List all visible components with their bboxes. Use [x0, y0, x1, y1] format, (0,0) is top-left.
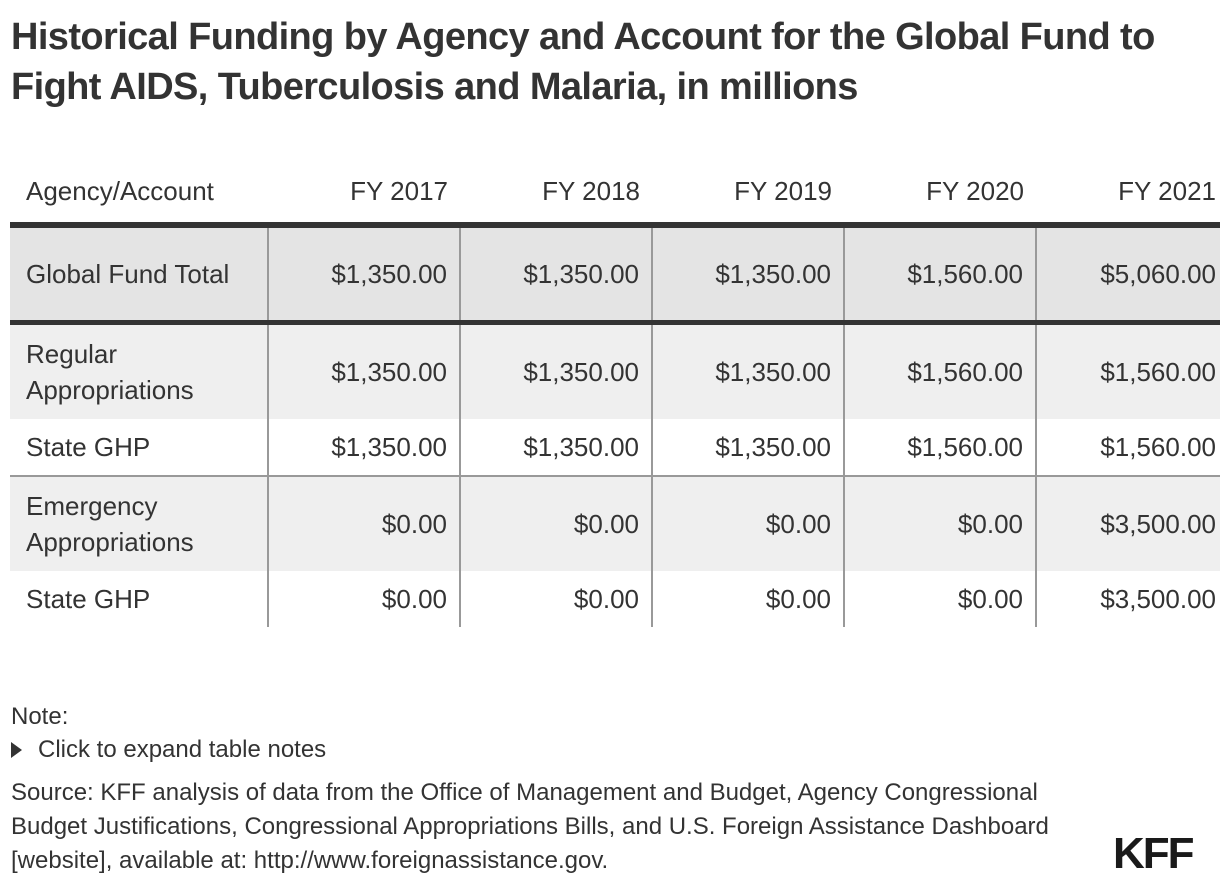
- cell-value: $0.00: [651, 476, 844, 571]
- note-label: Note:: [11, 703, 69, 730]
- row-label: Regular Appropriations: [10, 322, 268, 419]
- cell-value: $1,350.00: [267, 225, 460, 325]
- cell-value: $0.00: [459, 571, 652, 627]
- row-label: State GHP: [10, 571, 268, 627]
- row-label: Emergency Appropriations: [10, 476, 268, 571]
- cell-value: $1,350.00: [267, 419, 460, 477]
- cell-value: $3,500.00: [1035, 571, 1220, 627]
- table-row: State GHP $0.00 $0.00 $0.00 $0.00 $3,500…: [10, 571, 1220, 627]
- column-header-fy2018: FY 2018: [460, 160, 652, 228]
- cell-value: $1,350.00: [459, 322, 652, 419]
- cell-value: $0.00: [267, 571, 460, 627]
- cell-value: $1,560.00: [843, 225, 1036, 325]
- cell-value: $5,060.00: [1035, 225, 1220, 325]
- column-header-fy2021: FY 2021: [1036, 160, 1220, 228]
- expand-notes-label[interactable]: Click to expand table notes: [38, 736, 327, 763]
- cell-value: $0.00: [843, 571, 1036, 627]
- row-label: Global Fund Total: [10, 225, 268, 325]
- expand-notes-toggle[interactable]: Click to expand table notes: [11, 736, 326, 764]
- row-label: State GHP: [10, 419, 268, 477]
- table-row: Emergency Appropriations $0.00 $0.00 $0.…: [10, 476, 1220, 571]
- funding-table: Agency/Account FY 2017 FY 2018 FY 2019 F…: [10, 160, 1220, 627]
- cell-value: $1,560.00: [1035, 419, 1220, 477]
- cell-value: $0.00: [651, 571, 844, 627]
- chart-title: Historical Funding by Agency and Account…: [11, 16, 1155, 108]
- cell-value: $1,350.00: [651, 322, 844, 419]
- cell-value: $1,350.00: [651, 419, 844, 477]
- column-header-fy2017: FY 2017: [268, 160, 460, 228]
- cell-value: $1,560.00: [843, 322, 1036, 419]
- cell-value: $1,560.00: [1035, 322, 1220, 419]
- column-header-agency: Agency/Account: [10, 160, 268, 228]
- column-header-fy2019: FY 2019: [652, 160, 844, 228]
- cell-value: $1,350.00: [459, 419, 652, 477]
- cell-value: $1,350.00: [651, 225, 844, 325]
- table-row: Regular Appropriations $1,350.00 $1,350.…: [10, 322, 1220, 419]
- cell-value: $1,350.00: [459, 225, 652, 325]
- cell-value: $0.00: [843, 476, 1036, 571]
- table-row-total: Global Fund Total $1,350.00 $1,350.00 $1…: [10, 225, 1220, 325]
- cell-value: $0.00: [267, 476, 460, 571]
- source-text: Source: KFF analysis of data from the Of…: [11, 779, 1049, 874]
- cell-value: $3,500.00: [1035, 476, 1220, 571]
- table-row: State GHP $1,350.00 $1,350.00 $1,350.00 …: [10, 419, 1220, 477]
- column-header-fy2020: FY 2020: [844, 160, 1036, 228]
- cell-value: $1,350.00: [267, 322, 460, 419]
- cell-value: $0.00: [459, 476, 652, 571]
- triangle-right-icon: [11, 742, 22, 758]
- kff-logo: KFF: [1113, 829, 1195, 878]
- header-row: Agency/Account FY 2017 FY 2018 FY 2019 F…: [10, 160, 1220, 228]
- cell-value: $1,560.00: [843, 419, 1036, 477]
